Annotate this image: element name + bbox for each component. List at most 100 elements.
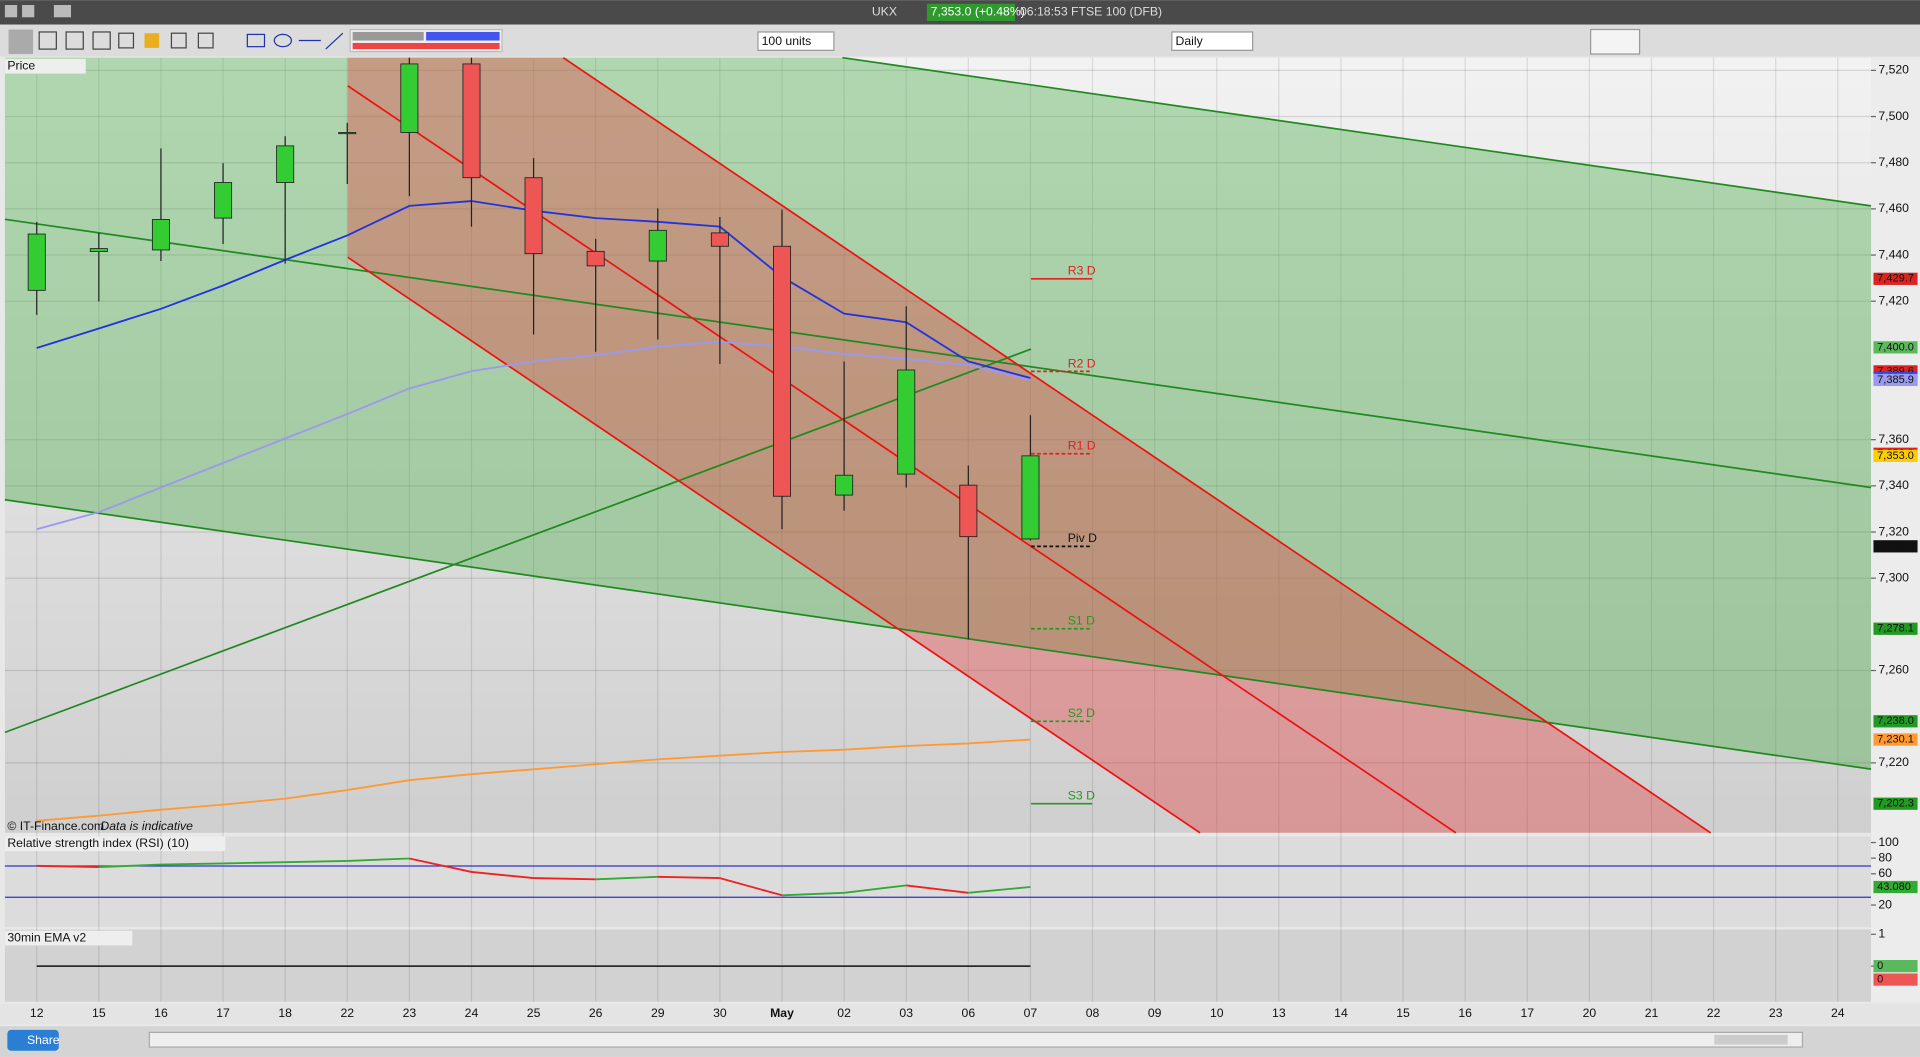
draw-tool[interactable]: [65, 31, 84, 50]
x-tick-label: 22: [1707, 1006, 1721, 1020]
y-tick-label: 7,320: [1878, 524, 1909, 538]
indicator-menu[interactable]: [1590, 28, 1641, 55]
price-tag: [1873, 973, 1918, 986]
share-label: Share: [27, 1033, 60, 1047]
ema-title: 30min EMA v2: [7, 930, 86, 944]
candle-body: [400, 63, 419, 133]
scrollbar[interactable]: [148, 1031, 1804, 1048]
price-tag: [1873, 622, 1918, 635]
indicator-segment: [719, 877, 783, 897]
drawings: [4, 56, 1872, 834]
y-tick-label: 60: [1878, 866, 1892, 880]
panel-header: [4, 58, 86, 74]
y-tick-label: 7,300: [1878, 570, 1909, 584]
x-tick-label: 24: [465, 1006, 479, 1020]
price-tag: [1873, 449, 1918, 462]
indicator-segment: [98, 863, 161, 868]
color-row: [426, 31, 500, 41]
date-axis: [0, 1004, 1920, 1024]
units-select[interactable]: [757, 31, 835, 51]
x-tick-label: 16: [154, 1006, 168, 1020]
x-tick-label: 13: [1272, 1006, 1286, 1020]
indicator-segment: [595, 875, 658, 881]
candle-body: [462, 63, 481, 179]
trend-tool[interactable]: [325, 32, 344, 50]
delete-tool[interactable]: [197, 32, 214, 49]
x-tick-label: 17: [1520, 1006, 1534, 1020]
candle-body: [773, 245, 792, 497]
x-tick-label: 14: [1334, 1006, 1348, 1020]
min-button[interactable]: [22, 5, 35, 18]
x-tick-label: 12: [30, 1006, 44, 1020]
price-title: Price: [7, 58, 35, 72]
y-tick-label: 7,500: [1878, 109, 1909, 123]
panel-header: [4, 836, 226, 852]
y-tick-label: 20: [1878, 897, 1892, 911]
rect-tool[interactable]: [246, 33, 266, 48]
x-tick-label: 17: [216, 1006, 230, 1020]
candle-body: [214, 182, 233, 219]
x-tick-label: 08: [1086, 1006, 1100, 1020]
trend-line: [347, 256, 1201, 834]
alert-tool[interactable]: [144, 33, 160, 48]
price-tag: [1873, 715, 1918, 728]
price-tag-label: 0: [1877, 973, 1883, 985]
trend-line: [4, 348, 1032, 734]
candle-body: [338, 132, 357, 135]
x-tick-label: 03: [899, 1006, 913, 1020]
scroll-thumb[interactable]: [1714, 1034, 1788, 1045]
candle-body: [586, 250, 605, 267]
x-tick-label: 29: [651, 1006, 665, 1020]
x-tick-label: 23: [1769, 1006, 1783, 1020]
pivot-name: R3 D: [1068, 264, 1096, 278]
pivot-name: R2 D: [1068, 356, 1096, 370]
indicator-segment: [906, 884, 969, 894]
fib-tool[interactable]: [92, 31, 111, 50]
x-tick-label: 25: [527, 1006, 541, 1020]
status: 06:18:53 FTSE 100 (DFB): [1020, 5, 1162, 19]
tool[interactable]: [170, 32, 187, 49]
trend-line: [4, 218, 1872, 489]
y-tick-label: 7,480: [1878, 155, 1909, 169]
indicator-segment: [781, 891, 845, 897]
price-tag-label: 7,230.1: [1877, 733, 1914, 745]
price-tag: [1873, 341, 1918, 354]
indicator-segment: [657, 875, 720, 880]
price-panel: [4, 57, 1872, 833]
color-row: [352, 42, 500, 50]
y-tick-label: 1: [1878, 927, 1885, 941]
color-row: [352, 31, 424, 41]
indicator-segment: [409, 857, 472, 873]
price-tag-label: 7,313.8: [1877, 540, 1914, 552]
copyright: © IT-Finance.com: [7, 819, 104, 833]
x-tick-label: 30: [713, 1006, 727, 1020]
text-tool[interactable]: [118, 32, 135, 49]
indicator-segment: [223, 861, 286, 865]
price-tag-label: 7,400.0: [1877, 341, 1914, 353]
indicator-segment: [285, 859, 348, 864]
y-tick-label: 7,460: [1878, 201, 1909, 215]
candle-body: [89, 248, 108, 253]
zoom-tool[interactable]: [38, 31, 57, 50]
price-tag-label: 7,238.0: [1877, 715, 1914, 727]
pivot-name: Piv D: [1068, 531, 1097, 545]
disclaimer: Data is indicative: [100, 819, 193, 833]
ellipse-tool[interactable]: [273, 33, 293, 48]
share-button[interactable]: [7, 1029, 59, 1051]
interval-select[interactable]: [1171, 31, 1254, 51]
keyboard-button[interactable]: [53, 5, 72, 18]
price-tag-label: 7,278.1: [1877, 623, 1914, 635]
price-tag-label: 0: [1877, 960, 1883, 972]
pointer-tool[interactable]: [8, 29, 34, 55]
x-tick-label: 06: [962, 1006, 976, 1020]
indicator-segment: [160, 862, 224, 866]
value-tag: [1873, 880, 1918, 894]
y-tick-label: 7,420: [1878, 293, 1909, 307]
interval-value: Daily: [1176, 34, 1204, 48]
indicator-segment: [533, 877, 596, 881]
y-tick-label: 7,440: [1878, 247, 1909, 261]
price-tag-label: 7,389.6: [1877, 365, 1914, 377]
close-button[interactable]: [4, 5, 18, 18]
